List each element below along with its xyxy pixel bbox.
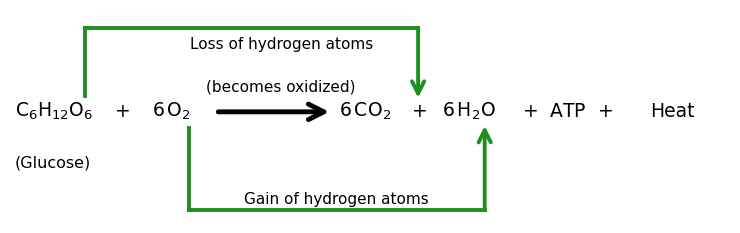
Text: Heat: Heat bbox=[650, 102, 694, 121]
Text: $\mathregular{6\,H_2O}$: $\mathregular{6\,H_2O}$ bbox=[442, 101, 496, 123]
Text: $+$: $+$ bbox=[114, 102, 130, 121]
Text: $+$  ATP  $+$: $+$ ATP $+$ bbox=[522, 102, 613, 121]
Text: $\mathregular{6\,CO_2}$: $\mathregular{6\,CO_2}$ bbox=[339, 101, 391, 123]
Text: $\mathregular{C_6H_{12}O_6}$: $\mathregular{C_6H_{12}O_6}$ bbox=[15, 101, 93, 123]
Text: $+$: $+$ bbox=[411, 102, 427, 121]
Text: (becomes oxidized): (becomes oxidized) bbox=[206, 79, 356, 94]
Text: $\mathregular{6\,O_2}$: $\mathregular{6\,O_2}$ bbox=[152, 101, 191, 123]
Text: (Glucose): (Glucose) bbox=[15, 156, 91, 171]
Text: Gain of hydrogen atoms: Gain of hydrogen atoms bbox=[244, 192, 429, 207]
Text: Loss of hydrogen atoms: Loss of hydrogen atoms bbox=[189, 37, 373, 52]
